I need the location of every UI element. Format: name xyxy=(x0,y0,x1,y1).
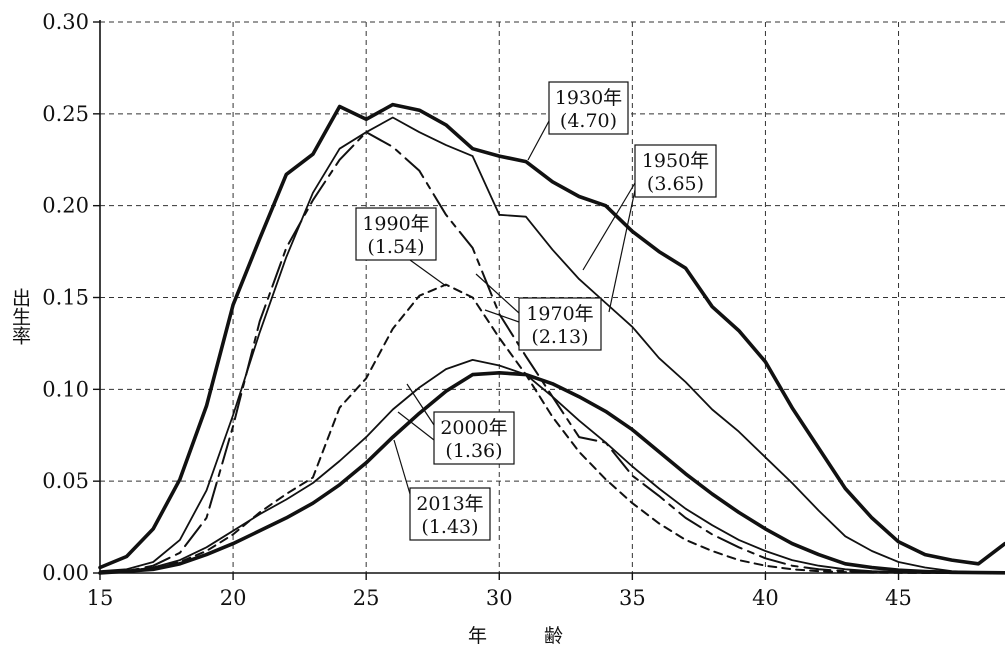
callout-5: 2013年(1.43) xyxy=(409,487,491,541)
callout-leader-4-0 xyxy=(406,383,435,426)
callout-box-3 xyxy=(355,207,437,261)
series-year-label-4: 2000年 xyxy=(440,417,507,439)
series-tfr-label-4: (1.36) xyxy=(445,440,502,462)
x-tick-label-6: 45 xyxy=(885,586,912,610)
series-tfr-label-0: (4.70) xyxy=(560,110,617,132)
y-tick-label-3: 0.15 xyxy=(42,286,89,310)
callout-leaders xyxy=(393,120,636,495)
x-tick-label-3: 30 xyxy=(486,586,513,610)
x-tick-label-5: 40 xyxy=(752,586,779,610)
callout-leader-2-0 xyxy=(475,273,520,314)
callout-box-1 xyxy=(634,144,717,198)
axes xyxy=(93,20,1005,580)
x-tick-label-4: 35 xyxy=(619,586,646,610)
x-tick-label-0: 15 xyxy=(87,586,114,610)
x-tick-label-2: 25 xyxy=(353,586,380,610)
callout-box-0 xyxy=(548,81,629,135)
y-tick-label-5: 0.25 xyxy=(42,102,89,126)
callout-2: 1970年(2.13) xyxy=(518,297,602,351)
series-line-5 xyxy=(98,370,1005,575)
y-tick-label-2: 0.10 xyxy=(42,377,89,401)
callout-1: 1950年(3.65) xyxy=(634,144,717,198)
callouts: 1930年(4.70)1950年(3.65)1970年(2.13)1990年(1… xyxy=(355,81,717,541)
series-year-label-5: 2013年 xyxy=(416,493,483,515)
callout-leader-2-1 xyxy=(484,309,520,323)
series-year-label-0: 1930年 xyxy=(555,87,622,109)
series-tfr-label-2: (2.13) xyxy=(531,326,588,348)
callout-box-5 xyxy=(409,487,491,541)
callout-leader-5-0 xyxy=(393,439,411,495)
callout-box-4 xyxy=(433,411,515,465)
callout-3: 1990年(1.54) xyxy=(355,207,437,261)
series-tfr-label-3: (1.54) xyxy=(367,236,424,258)
series-line-2 xyxy=(99,131,1005,574)
y-tick-label-4: 0.20 xyxy=(42,194,89,218)
y-tick-label-1: 0.05 xyxy=(42,469,89,493)
callout-box-2 xyxy=(518,297,602,351)
callout-4: 2000年(1.36) xyxy=(433,411,515,465)
callout-leader-1-1 xyxy=(608,189,636,313)
x-tick-label-1: 20 xyxy=(220,586,247,610)
y-tick-label-0: 0.00 xyxy=(42,561,89,585)
tick-labels: 15 20 25 30 35 40 45 0.00 0.05 0.10 0.15 0.20 0.25 0.… xyxy=(42,10,912,610)
callout-leader-4-1 xyxy=(397,411,435,441)
x-axis-label: 年 齢 xyxy=(468,625,563,647)
y-axis-label: 出生率 xyxy=(9,288,31,345)
series-tfr-label-5: (1.43) xyxy=(421,516,478,538)
callout-0: 1930年(4.70) xyxy=(548,81,629,135)
callout-leader-1-0 xyxy=(582,182,636,271)
series-year-label-1: 1950年 xyxy=(642,150,709,172)
y-tick-label-6: 0.30 xyxy=(42,10,89,34)
series-line-4 xyxy=(99,358,1005,574)
series-line-0 xyxy=(98,102,1005,570)
callout-leader-3-0 xyxy=(409,259,447,287)
callout-leader-0-0 xyxy=(527,120,550,161)
series-year-label-2: 1970年 xyxy=(526,303,593,325)
series-tfr-label-1: (3.65) xyxy=(647,173,704,195)
series-year-label-3: 1990年 xyxy=(362,213,429,235)
